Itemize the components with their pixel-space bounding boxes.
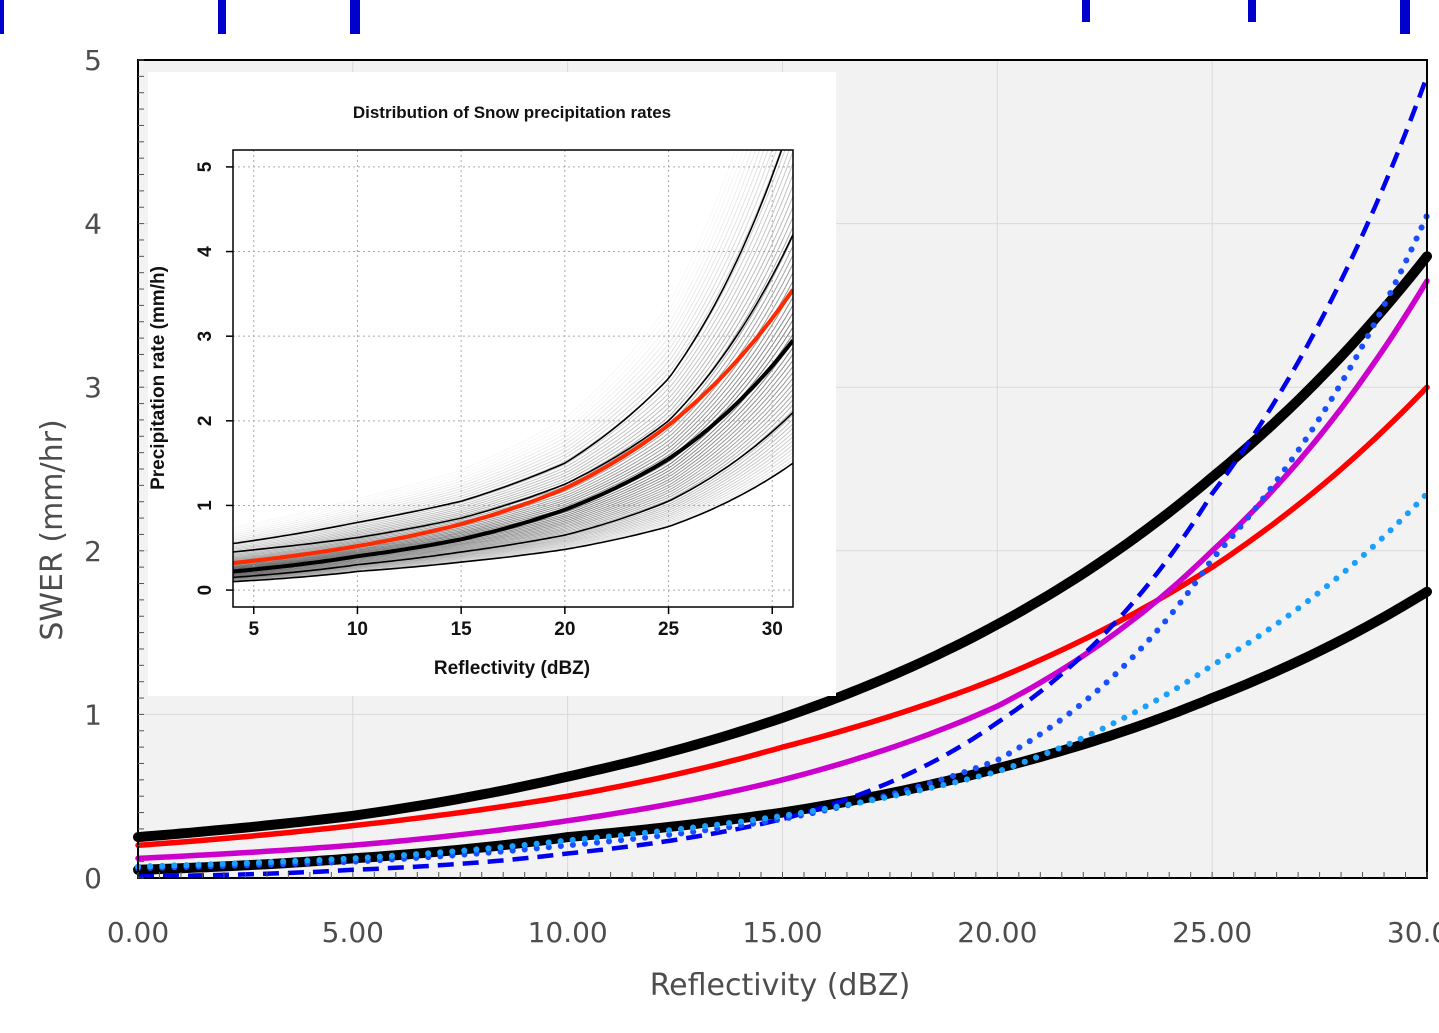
inset-fan-line (233, 297, 793, 567)
inset-axis-ticks: 5 10 15 20 25 30 0 1 2 3 4 5 (195, 161, 783, 640)
inset-x-tick-label: 25 (658, 619, 680, 640)
main-y-tick-label: 0 (84, 862, 102, 895)
inset-fan-line (233, 444, 793, 581)
inset-x-tick-label: 20 (554, 619, 575, 640)
main-y-axis-title: SWER (mm/hr) (35, 419, 70, 640)
inset-y-tick-label: 4 (195, 246, 216, 257)
inset-x-tick-label: 5 (248, 619, 259, 640)
main-y-tick-label: 1 (84, 698, 102, 731)
inset-fan-line (233, 150, 769, 543)
main-x-tick-label: 30.00 (1387, 916, 1439, 949)
inset-series-line-3 (233, 288, 793, 565)
main-minor-ticks (137, 59, 1428, 879)
banner-left-bar (0, 0, 4, 34)
main-series-line-4 (135, 278, 1430, 862)
main-x-tick-label: 25.00 (1172, 916, 1252, 949)
inset-series-line-4 (233, 339, 793, 574)
inset-fan-line (233, 427, 793, 580)
inset-fan-line (233, 150, 757, 538)
inset-title: Distribution of Snow precipitation rates (353, 103, 671, 122)
inset-fan-line (233, 196, 793, 557)
inset-fan-line (233, 372, 793, 575)
inset-fan-line (233, 174, 793, 554)
inset-y-tick-label: 2 (195, 416, 216, 427)
inset-y-tick-label: 3 (195, 331, 216, 342)
inset-gridlines (233, 150, 793, 607)
main-y-tick-label: 2 (84, 535, 102, 568)
inset-fan-line (233, 216, 793, 559)
inset-background (148, 72, 836, 696)
banner-glyph-fragment (350, 0, 360, 34)
main-y-tick-label: 3 (84, 371, 102, 404)
banner-glyph-fragment (1248, 0, 1256, 22)
inset-fan-line (233, 162, 793, 553)
main-series-group (133, 75, 1432, 879)
inset-fan-line (233, 394, 793, 577)
main-series-line-1 (133, 251, 1432, 843)
main-series-line-7 (135, 490, 1430, 870)
top-banner-strip (0, 0, 1439, 34)
banner-glyph-fragment (1082, 0, 1090, 22)
inset-fan-line (233, 388, 793, 576)
inset-fan-line (233, 377, 793, 575)
inset-fan-line (233, 150, 752, 536)
inset-series-line-6 (233, 462, 793, 583)
inset-fan-line (233, 436, 793, 580)
inset-fan-line (233, 150, 761, 540)
main-y-tick-label: 5 (84, 44, 102, 77)
inset-frame (232, 149, 794, 608)
inset-fan-line (233, 150, 790, 550)
main-series-line-3 (135, 384, 1430, 849)
inset-y-tick-label: 5 (195, 161, 216, 172)
main-series-line-5 (137, 75, 1430, 879)
inset-y-tick-label: 0 (195, 585, 216, 596)
inset-series-line-1 (233, 150, 783, 545)
inset-fan-line (233, 455, 793, 582)
main-x-axis-title: Reflectivity (dBZ) (650, 968, 911, 1003)
main-series-line-6 (135, 212, 1430, 872)
inset-fan-line (233, 150, 773, 545)
inset-fan-line (233, 452, 793, 582)
inset-fan-line (233, 150, 786, 549)
banner-glyph-fragment (1400, 0, 1410, 34)
inset-x-tick-label: 30 (762, 619, 783, 640)
main-x-tick-label: 0.00 (107, 916, 169, 949)
inset-x-tick-label: 10 (347, 619, 368, 640)
inset-y-tick-label: 1 (195, 500, 216, 511)
inset-fan-line (233, 432, 793, 580)
inset-fan-line (233, 423, 793, 579)
inset-series-group (233, 150, 793, 583)
main-x-tick-label: 20.00 (957, 916, 1037, 949)
main-x-tick-label: 15.00 (742, 916, 822, 949)
inset-x-tick-label: 15 (451, 619, 473, 640)
inset-chart: 5 10 15 20 25 30 0 1 2 3 4 5 Distribution of Snow p… (148, 72, 836, 696)
inset-fan-line (233, 263, 793, 564)
inset-fan-line (233, 150, 777, 546)
inset-y-axis-title: Precipitation rate (mm/h) (148, 266, 169, 490)
banner-decoration (0, 0, 1410, 34)
inset-fan-line (233, 150, 748, 534)
inset-fan-line (233, 150, 765, 541)
banner-glyph-fragment (218, 0, 226, 34)
inset-x-axis-title: Reflectivity (dBZ) (434, 658, 590, 679)
inset-series-line-2 (233, 234, 793, 553)
inset-fan-line (233, 312, 793, 569)
inset-series-line-5 (233, 411, 793, 579)
inset-fan-line (233, 151, 793, 552)
inset-fan-line (233, 440, 793, 581)
main-y-tick-labels: 0 1 2 3 4 5 (84, 44, 102, 895)
main-x-tick-label: 5.00 (322, 916, 384, 949)
main-x-tick-labels: 0.00 5.00 10.00 15.00 20.00 25.00 30.00 (107, 916, 1439, 949)
inset-fan-line (233, 448, 793, 581)
inset-fan-line (233, 383, 793, 576)
inset-fan-line (233, 399, 793, 577)
inset-fan-line (233, 404, 793, 578)
inset-fan-line (233, 304, 793, 568)
main-x-tick-label: 10.00 (528, 916, 608, 949)
inset-fan-line (233, 185, 793, 555)
main-y-tick-label: 4 (84, 208, 102, 241)
